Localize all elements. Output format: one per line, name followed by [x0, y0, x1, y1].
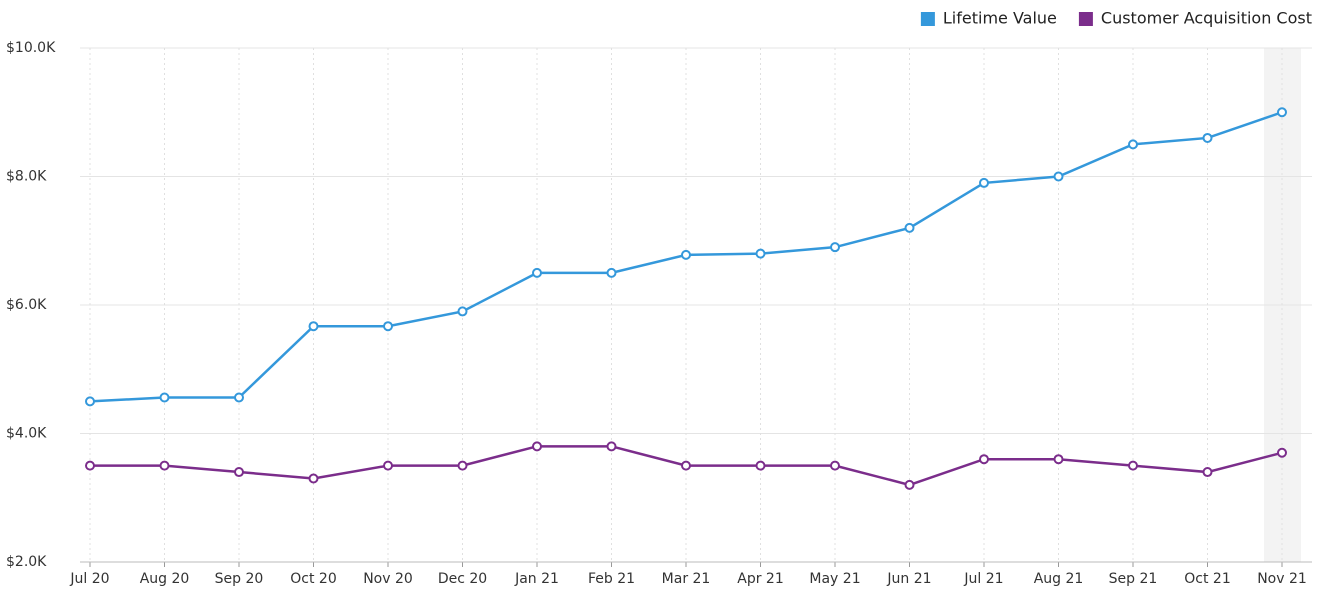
x-tick-label: Oct 20	[290, 571, 336, 587]
point	[1202, 132, 1213, 143]
x-tick-label: Aug 20	[140, 571, 190, 587]
point	[606, 267, 617, 278]
point	[383, 460, 393, 471]
point	[1053, 171, 1064, 182]
point	[755, 460, 766, 471]
point	[1202, 467, 1213, 478]
x-tick-label: Oct 21	[1184, 571, 1230, 587]
point	[904, 222, 915, 233]
x-tick-label: Nov 21	[1257, 571, 1307, 587]
point	[1277, 107, 1287, 118]
point	[755, 248, 766, 259]
x-tick-label: Jul 20	[69, 571, 109, 587]
point	[159, 392, 170, 403]
point	[979, 177, 989, 188]
point	[979, 454, 989, 465]
x-tick-label: May 21	[809, 571, 860, 587]
y-tick-label: $2.0K	[6, 554, 47, 570]
point	[234, 467, 244, 478]
x-tick-label: Dec 20	[438, 571, 487, 587]
point	[308, 321, 319, 332]
point	[1128, 460, 1138, 471]
legend-label: Lifetime Value	[943, 9, 1057, 28]
point	[830, 242, 840, 253]
y-tick-label: $6.0K	[6, 297, 47, 313]
legend-label: Customer Acquisition Cost	[1101, 9, 1312, 28]
point	[457, 306, 468, 317]
point	[1277, 447, 1287, 458]
point	[1053, 454, 1064, 465]
x-tick-label: Aug 21	[1034, 571, 1084, 587]
legend-swatch	[1078, 12, 1093, 26]
x-tick-label: Nov 20	[363, 571, 413, 587]
point	[85, 460, 95, 471]
point	[904, 479, 915, 490]
point	[681, 460, 691, 471]
point	[457, 460, 468, 471]
x-tick-label: Sep 21	[1109, 571, 1158, 587]
y-tick-label: $8.0K	[6, 169, 47, 185]
y-tick-label: $4.0K	[6, 426, 47, 442]
point	[159, 460, 170, 471]
legend-swatch	[920, 12, 935, 26]
point	[681, 249, 691, 260]
x-tick-label: Mar 21	[662, 571, 711, 587]
point	[308, 473, 319, 484]
x-tick-label: Sep 20	[215, 571, 264, 587]
point	[85, 396, 95, 407]
point	[1128, 139, 1138, 150]
x-tick-label: Apr 21	[737, 571, 783, 587]
x-tick-label: Feb 21	[588, 571, 635, 587]
point	[532, 267, 542, 278]
x-tick-label: Jan 21	[514, 571, 559, 587]
y-tick-label: $10.0K	[6, 40, 56, 56]
point	[383, 321, 393, 332]
x-tick-label: Jun 21	[886, 571, 931, 587]
point	[234, 392, 244, 403]
point	[532, 441, 542, 452]
point	[606, 441, 617, 452]
x-tick-label: Jul 21	[963, 571, 1003, 587]
point	[830, 460, 840, 471]
